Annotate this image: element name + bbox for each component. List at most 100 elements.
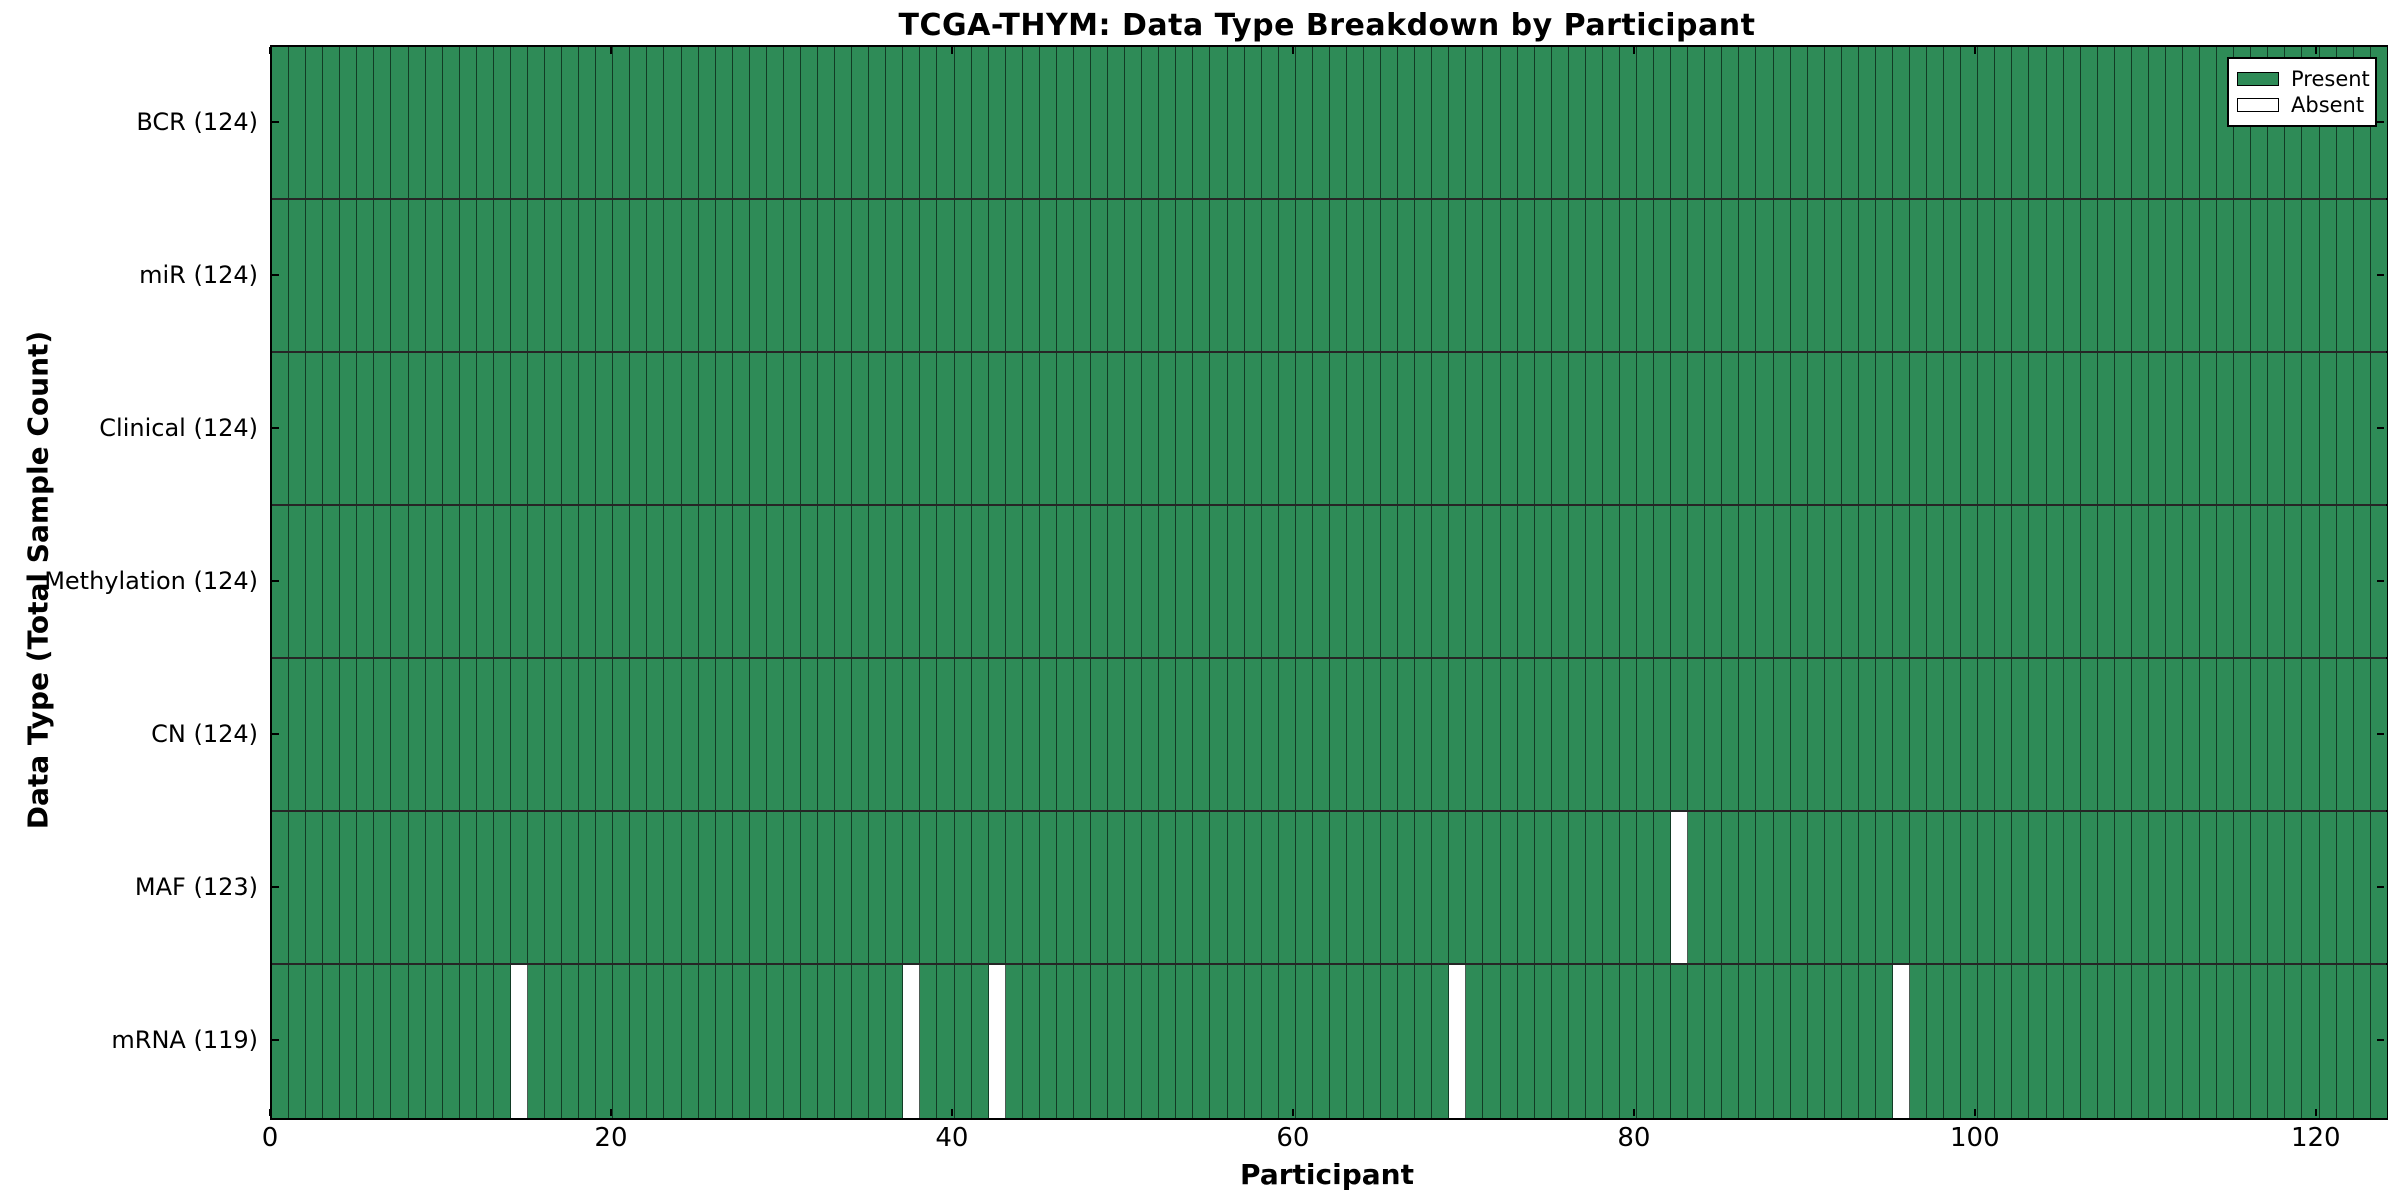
x-tick-label: 60: [1276, 1123, 1310, 1153]
present-cell: [1432, 353, 1450, 504]
absent-cell: [510, 965, 528, 1118]
present-cell: [527, 200, 545, 351]
present-cell: [715, 353, 733, 504]
present-cell: [1278, 965, 1296, 1118]
present-cell: [1517, 47, 1535, 198]
present-cell: [800, 812, 818, 963]
y-tick-label: MAF (123): [134, 872, 258, 901]
present-cell: [2336, 506, 2354, 657]
present-cell: [664, 200, 682, 351]
present-cell: [2336, 200, 2354, 351]
present-cell: [1176, 812, 1194, 963]
present-cell: [1449, 353, 1467, 504]
y-tick-mark-right: [2377, 120, 2384, 123]
present-cell: [1091, 812, 1109, 963]
present-cell: [971, 506, 989, 657]
present-cell: [1705, 965, 1723, 1118]
present-cell: [1159, 47, 1177, 198]
present-cell: [1602, 812, 1620, 963]
present-cell: [596, 965, 614, 1118]
present-cell: [1500, 812, 1518, 963]
present-cell: [442, 812, 460, 963]
present-cell: [476, 506, 494, 657]
present-cell: [1910, 659, 1928, 810]
present-cell: [2302, 659, 2320, 810]
present-cell: [1619, 506, 1637, 657]
present-cell: [1978, 659, 1996, 810]
present-cell: [1022, 812, 1040, 963]
present-cell: [1381, 47, 1399, 198]
present-cell: [1688, 812, 1706, 963]
x-tick-mark-top: [269, 47, 271, 54]
present-cell: [1841, 200, 1859, 351]
present-cell: [766, 506, 784, 657]
present-cell: [1022, 965, 1040, 1118]
present-cell: [408, 659, 426, 810]
present-cell: [2148, 200, 2166, 351]
present-cell: [1910, 506, 1928, 657]
present-cell: [1108, 659, 1126, 810]
present-cell: [2183, 47, 2201, 198]
present-cell: [1295, 47, 1313, 198]
present-cell: [1756, 353, 1774, 504]
present-cell: [1995, 47, 2013, 198]
present-cell: [1261, 812, 1279, 963]
present-cell: [1671, 659, 1689, 810]
present-cell: [2131, 47, 2149, 198]
present-cell: [818, 353, 836, 504]
present-cell: [306, 200, 324, 351]
present-cell: [1210, 200, 1228, 351]
y-tick-label: CN (124): [151, 719, 258, 748]
present-cell: [1398, 353, 1416, 504]
present-cell: [1944, 353, 1962, 504]
present-cell: [1449, 506, 1467, 657]
present-cell: [715, 200, 733, 351]
present-cell: [2029, 965, 2047, 1118]
present-cell: [800, 353, 818, 504]
present-cell: [2080, 965, 2098, 1118]
present-cell: [1585, 200, 1603, 351]
present-cell: [408, 200, 426, 351]
present-cell: [1073, 659, 1091, 810]
present-cell: [869, 965, 887, 1118]
present-cell: [1705, 659, 1723, 810]
present-cell: [272, 200, 290, 351]
present-cell: [1517, 200, 1535, 351]
present-cell: [2114, 812, 2132, 963]
present-cell: [527, 659, 545, 810]
present-cell: [715, 659, 733, 810]
present-cell: [1022, 506, 1040, 657]
present-cell: [579, 812, 597, 963]
present-cell: [1483, 659, 1501, 810]
present-cell: [2029, 200, 2047, 351]
present-cell: [613, 200, 631, 351]
present-cell: [1534, 200, 1552, 351]
present-cell: [2046, 659, 2064, 810]
present-cell: [562, 353, 580, 504]
present-cell: [2370, 200, 2387, 351]
present-cell: [613, 353, 631, 504]
present-cell: [886, 200, 904, 351]
present-cell: [869, 200, 887, 351]
present-cell: [1261, 353, 1279, 504]
present-cell: [1500, 200, 1518, 351]
present-cell: [1142, 200, 1160, 351]
present-cell: [1091, 659, 1109, 810]
heatmap-row-miR: [272, 200, 2387, 353]
present-cell: [2148, 353, 2166, 504]
present-cell: [818, 47, 836, 198]
present-cell: [1176, 353, 1194, 504]
present-cell: [1551, 200, 1569, 351]
present-cell: [2131, 965, 2149, 1118]
present-cell: [596, 506, 614, 657]
present-cell: [1739, 200, 1757, 351]
present-cell: [2302, 200, 2320, 351]
present-cell: [408, 506, 426, 657]
present-cell: [1261, 47, 1279, 198]
present-cell: [2319, 506, 2337, 657]
present-cell: [1944, 506, 1962, 657]
present-cell: [971, 353, 989, 504]
present-cell: [1824, 47, 1842, 198]
present-cell: [988, 200, 1006, 351]
y-tick-mark-right: [2377, 426, 2384, 429]
